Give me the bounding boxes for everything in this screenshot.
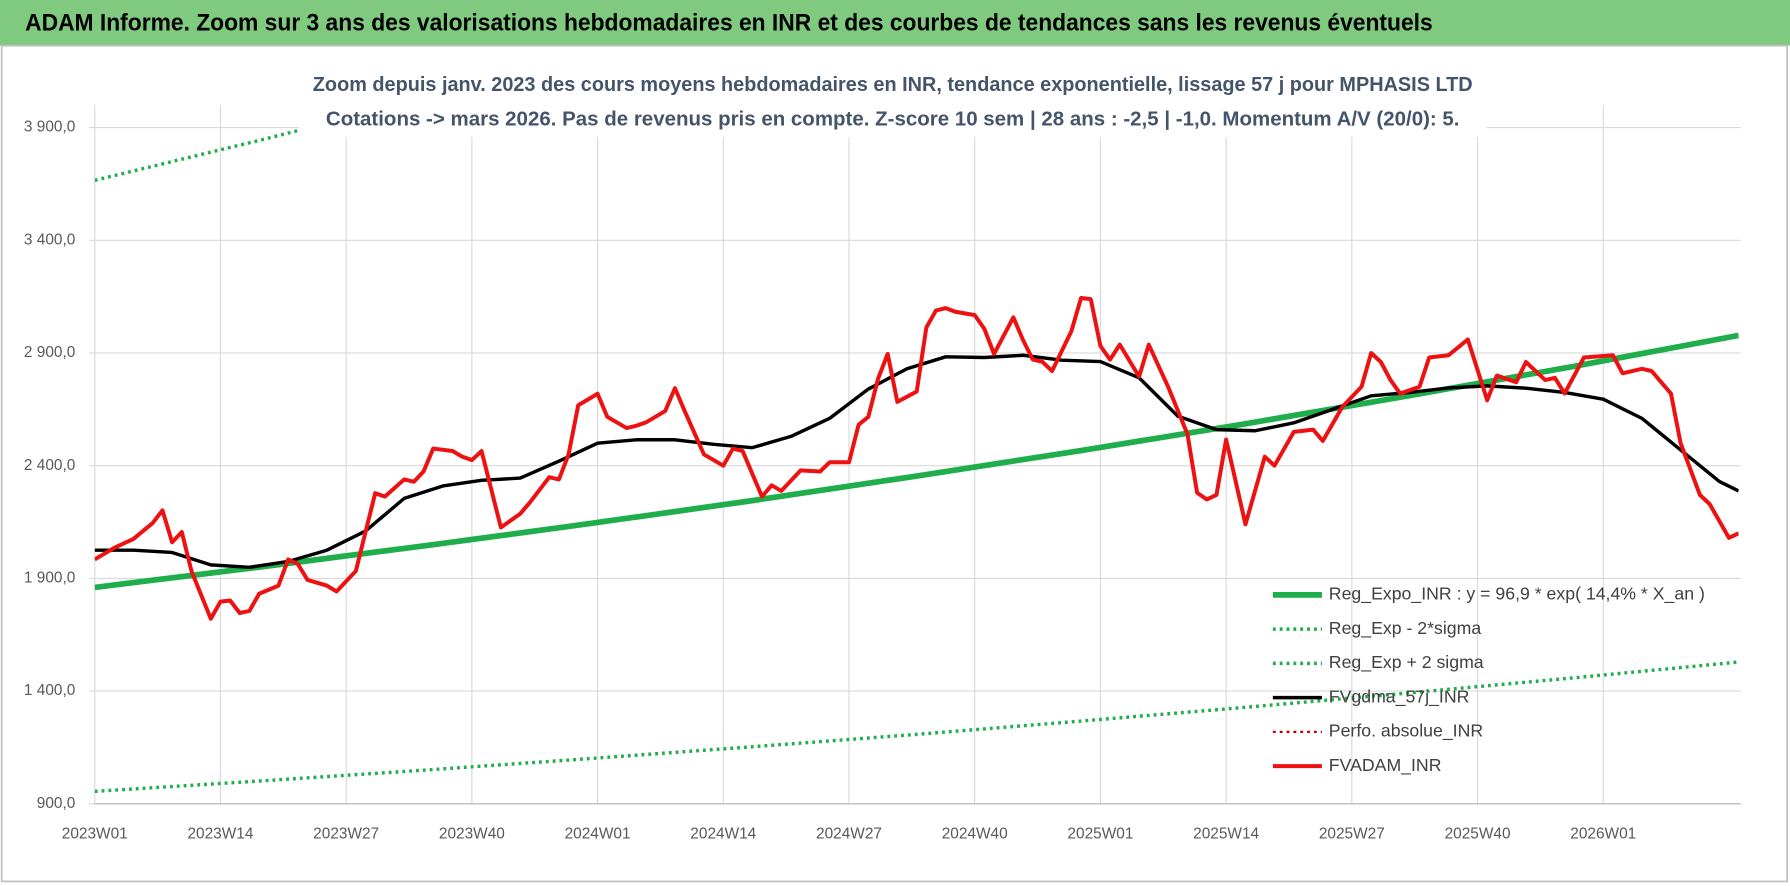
y-tick-label: 900,0 xyxy=(37,795,76,812)
x-tick-label: 2024W27 xyxy=(816,826,882,843)
x-tick-label: 2026W01 xyxy=(1570,826,1636,843)
x-tick-label: 2023W27 xyxy=(313,826,379,843)
y-tick-label: 3 400,0 xyxy=(24,231,75,248)
series-line xyxy=(94,660,1739,794)
subtitle-background xyxy=(299,66,1487,138)
x-tick-label: 2025W14 xyxy=(1193,826,1259,843)
x-tick-label: 2025W27 xyxy=(1319,826,1385,843)
grid: 900,0 1 400,0 1 900,0 2 400,0 2 900,0 3 400,0… xyxy=(24,105,1741,843)
legend-label: FVgdma_57j_INR xyxy=(1329,686,1470,707)
series-line xyxy=(94,295,1739,621)
legend-label: Reg_Exp + 2 sigma xyxy=(1329,652,1484,673)
legend: Reg_Expo_INR : y = 96,9 * exp( 14,4% * X… xyxy=(1272,584,1705,776)
chart-title: ADAM Informe. Zoom sur 3 ans des valoris… xyxy=(25,9,1433,36)
x-tick-label: 2025W01 xyxy=(1067,826,1133,843)
legend-label: Perfo. absolue_INR xyxy=(1329,721,1483,742)
chart-frame xyxy=(0,44,1789,883)
y-tick-label: 3 900,0 xyxy=(24,119,75,136)
header-band xyxy=(0,0,1790,46)
x-tick-label: 2023W14 xyxy=(187,826,253,843)
chart-subtitle: Zoom depuis janv. 2023 des cours moyens … xyxy=(313,73,1473,96)
x-tick-label: 2024W01 xyxy=(565,826,631,843)
y-tick-label: 2 900,0 xyxy=(24,344,75,361)
x-tick-label: 2024W40 xyxy=(942,826,1008,843)
x-tick-label: 2023W01 xyxy=(62,826,128,843)
chart-subtitle: Cotations -> mars 2026. Pas de revenus p… xyxy=(326,107,1460,130)
x-tick-label: 2023W40 xyxy=(439,826,505,843)
series-group xyxy=(94,105,1739,794)
y-tick-label: 1 900,0 xyxy=(24,569,75,586)
y-tick-label: 2 400,0 xyxy=(24,457,75,474)
legend-label: FVADAM_INR xyxy=(1329,755,1442,776)
legend-label: Reg_Exp - 2*sigma xyxy=(1329,618,1482,639)
x-tick-label: 2025W40 xyxy=(1445,826,1511,843)
y-tick-label: 1 400,0 xyxy=(24,682,75,699)
legend-label: Reg_Expo_INR : y = 96,9 * exp( 14,4% * X… xyxy=(1329,584,1705,605)
x-tick-label: 2024W14 xyxy=(690,826,756,843)
